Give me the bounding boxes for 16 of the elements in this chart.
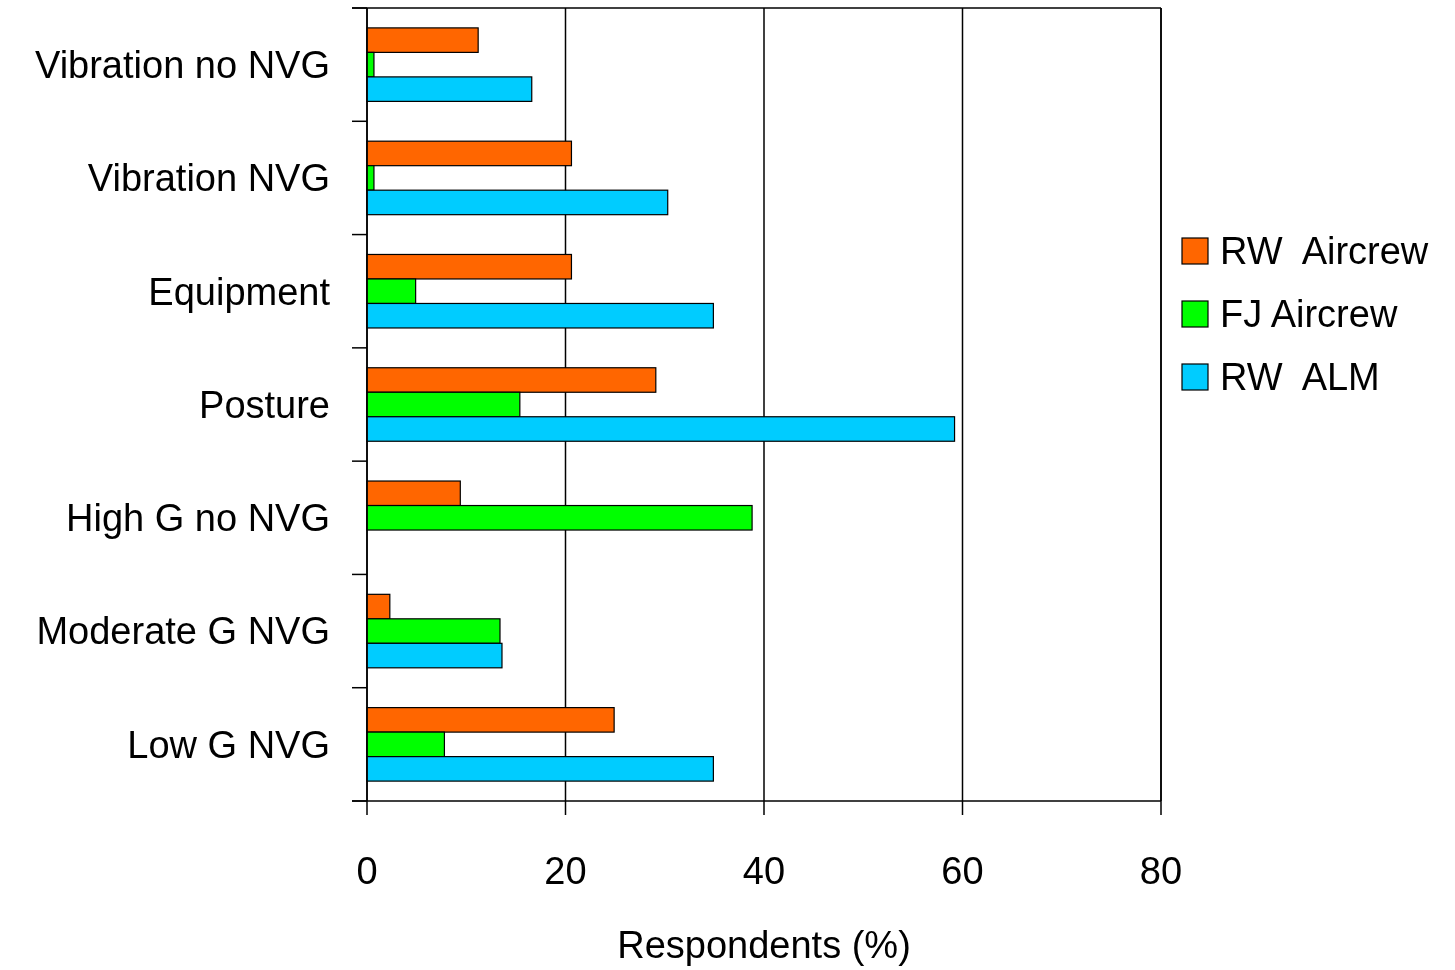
- x-axis-title: Respondents (%): [617, 924, 911, 966]
- y-tick-label: High G no NVG: [66, 497, 330, 540]
- x-tick-label: 80: [1139, 850, 1183, 892]
- x-tick-label: 40: [742, 850, 786, 892]
- legend-label: RW ALM: [1220, 356, 1380, 399]
- y-tick-label: Vibration NVG: [87, 157, 330, 200]
- x-tick-label: 60: [941, 850, 984, 892]
- x-tick-label: 20: [544, 850, 587, 892]
- y-tick-label: Low G NVG: [127, 723, 330, 766]
- legend-label: FJ Aircrew: [1220, 293, 1398, 336]
- y-tick-label: Equipment: [148, 270, 331, 313]
- x-tick-label: 0: [356, 850, 378, 892]
- y-tick-label: Posture: [199, 383, 330, 426]
- legend-label: RW Aircrew: [1220, 230, 1429, 273]
- y-tick-label: Moderate G NVG: [36, 610, 330, 653]
- y-tick-label: Vibration no NVG: [34, 43, 330, 86]
